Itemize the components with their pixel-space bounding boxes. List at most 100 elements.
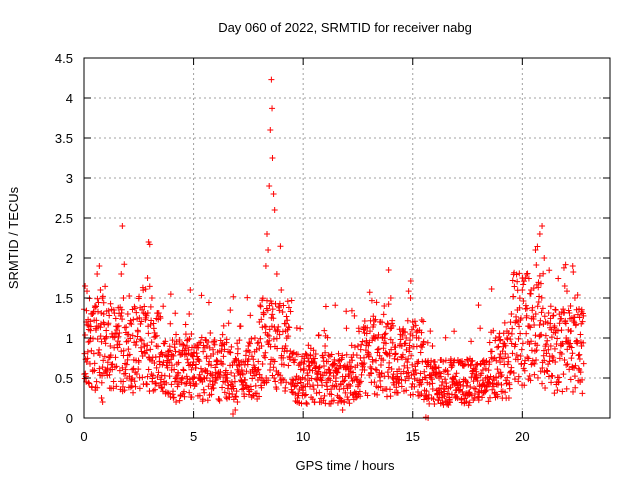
data-point xyxy=(339,352,346,359)
data-point xyxy=(532,247,539,253)
data-point xyxy=(322,303,329,310)
data-point xyxy=(252,382,259,389)
data-point xyxy=(250,356,257,363)
data-point xyxy=(208,391,215,398)
data-point xyxy=(377,383,384,390)
data-point xyxy=(168,356,175,363)
data-point xyxy=(483,357,490,364)
data-point xyxy=(211,380,218,387)
data-point xyxy=(361,317,368,324)
data-point xyxy=(339,407,346,413)
data-point xyxy=(153,343,160,349)
data-point xyxy=(351,312,358,319)
data-point xyxy=(375,345,382,352)
data-point xyxy=(99,364,106,371)
data-point xyxy=(540,270,547,277)
data-point xyxy=(246,339,253,346)
data-point xyxy=(507,319,514,326)
data-point xyxy=(179,340,186,347)
data-point xyxy=(288,297,295,304)
data-point xyxy=(179,351,186,357)
data-point xyxy=(136,293,143,300)
data-point xyxy=(356,379,363,386)
data-point xyxy=(544,368,551,375)
data-point xyxy=(442,376,449,383)
data-point xyxy=(403,335,410,341)
data-point xyxy=(139,374,146,381)
data-point xyxy=(310,347,317,354)
data-point xyxy=(358,371,365,378)
data-point xyxy=(396,366,403,373)
data-point xyxy=(385,373,392,380)
data-point xyxy=(564,361,571,368)
data-point xyxy=(366,289,373,296)
data-point xyxy=(174,383,181,390)
data-point xyxy=(492,335,499,342)
data-point xyxy=(126,351,133,358)
data-point xyxy=(572,362,579,369)
data-point xyxy=(405,375,412,382)
data-point xyxy=(367,328,374,335)
data-point xyxy=(143,347,150,354)
data-point xyxy=(427,328,434,335)
data-point xyxy=(258,343,265,349)
data-point xyxy=(119,383,126,390)
data-point xyxy=(465,402,472,409)
data-point xyxy=(159,388,166,395)
data-point xyxy=(84,288,91,295)
data-point xyxy=(175,370,182,377)
data-point xyxy=(527,324,534,331)
data-point xyxy=(531,371,538,378)
data-point xyxy=(122,366,129,373)
data-point xyxy=(227,349,234,356)
data-point xyxy=(109,361,116,368)
data-point xyxy=(555,275,562,282)
data-point xyxy=(197,339,204,346)
data-point xyxy=(517,353,524,360)
data-point xyxy=(487,373,494,380)
data-point xyxy=(127,317,134,324)
data-point xyxy=(537,317,544,324)
data-point xyxy=(258,384,265,391)
data-point xyxy=(486,359,493,365)
data-point xyxy=(435,397,442,404)
data-point xyxy=(283,313,290,320)
data-point xyxy=(226,348,233,355)
data-point xyxy=(531,360,538,367)
data-point xyxy=(188,394,195,401)
data-point xyxy=(493,375,500,381)
data-point xyxy=(360,354,367,361)
data-point xyxy=(345,396,352,403)
data-point xyxy=(357,393,364,400)
data-point xyxy=(426,381,433,388)
data-point xyxy=(233,388,240,395)
data-point xyxy=(112,354,119,361)
data-point xyxy=(135,366,142,373)
data-point xyxy=(579,390,586,397)
data-point xyxy=(572,384,579,391)
data-point xyxy=(420,338,427,345)
data-point xyxy=(204,370,211,377)
data-point xyxy=(580,360,587,367)
data-point xyxy=(138,318,145,325)
data-point xyxy=(402,340,409,347)
data-point xyxy=(551,323,558,330)
data-point xyxy=(108,361,115,368)
data-point xyxy=(197,365,204,372)
data-point xyxy=(551,345,558,352)
data-point xyxy=(107,352,114,359)
data-point xyxy=(385,321,392,328)
data-point xyxy=(188,366,195,373)
data-point xyxy=(311,355,318,362)
data-point xyxy=(335,358,342,365)
data-point xyxy=(497,373,504,380)
data-point xyxy=(429,380,436,387)
data-point xyxy=(534,342,541,349)
data-point xyxy=(554,327,561,334)
data-point xyxy=(400,368,407,375)
data-point xyxy=(508,340,515,347)
data-point xyxy=(488,348,495,355)
data-point xyxy=(471,391,478,398)
data-point xyxy=(368,365,375,372)
data-point xyxy=(515,335,522,342)
